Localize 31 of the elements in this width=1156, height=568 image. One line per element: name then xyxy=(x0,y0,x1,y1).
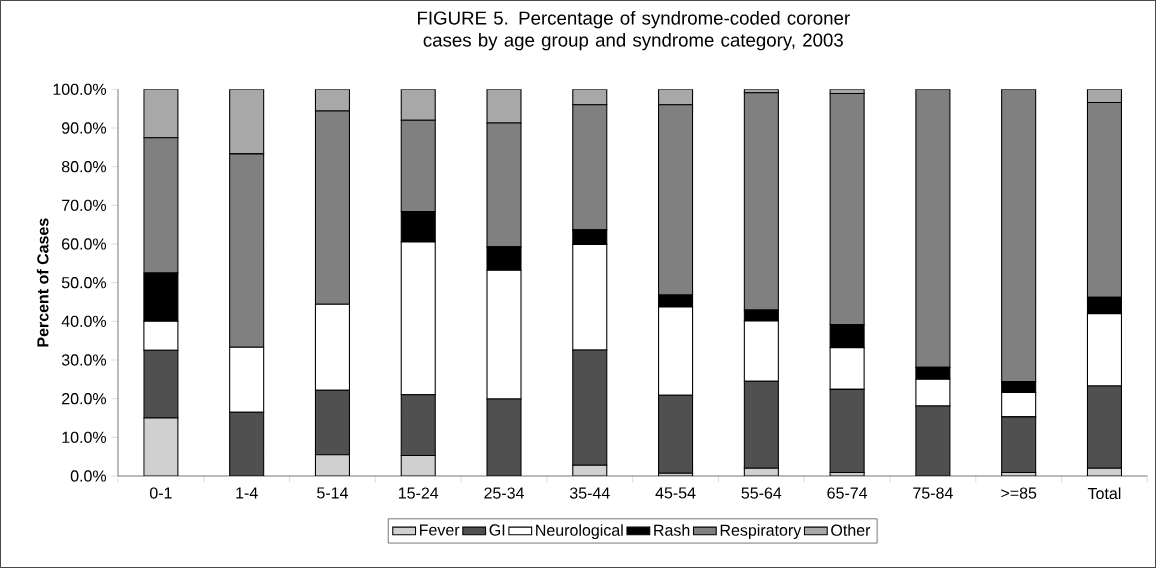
y-tick-label: 30.0% xyxy=(61,354,107,366)
x-tick-label: 1-4 xyxy=(236,487,258,499)
legend-label: Neurological xyxy=(536,524,623,540)
y-tick-label: 40.0% xyxy=(61,315,107,327)
legend-label: Rash xyxy=(654,524,690,536)
y-tick-label: 50.0% xyxy=(61,277,107,289)
chart-title: FIGURE 5. Percentage of syndrome-coded coroner cases by age group and syndrome category, 2003 xyxy=(418,10,850,51)
x-tick-label: >=85 xyxy=(1001,487,1037,499)
x-tick-label: 15-24 xyxy=(398,487,439,499)
x-tick-label: 35-44 xyxy=(569,487,610,499)
x-tick-label: Total xyxy=(1087,487,1121,500)
y-tick-label: 0.0% xyxy=(70,470,107,482)
legend-label: Other xyxy=(831,524,871,536)
y-tick-label: 90.0% xyxy=(62,122,107,134)
x-tick-label: 5-14 xyxy=(317,487,348,499)
y-tick-label: 80.0% xyxy=(61,161,107,173)
x-tick-label: 45-54 xyxy=(655,487,696,499)
legend-label: Respiratory xyxy=(720,524,802,540)
y-tick-label: 60.0% xyxy=(62,238,107,250)
y-tick-label: 10.0% xyxy=(62,431,107,443)
x-tick-label: 25-34 xyxy=(484,487,524,499)
y-tick-label: 70.0% xyxy=(62,199,107,211)
legend-label: GI xyxy=(489,524,505,536)
y-tick-label: 100.0% xyxy=(53,83,107,95)
x-tick-label: 0-1 xyxy=(149,487,172,499)
legend-label: Fever xyxy=(420,524,460,536)
x-tick-label: 65-74 xyxy=(827,487,868,499)
x-tick-label: 55-64 xyxy=(741,487,782,499)
y-axis-title: Percent of Cases xyxy=(36,218,49,347)
x-tick-label: 75-84 xyxy=(913,487,953,499)
y-tick-label: 20.0% xyxy=(62,393,107,405)
